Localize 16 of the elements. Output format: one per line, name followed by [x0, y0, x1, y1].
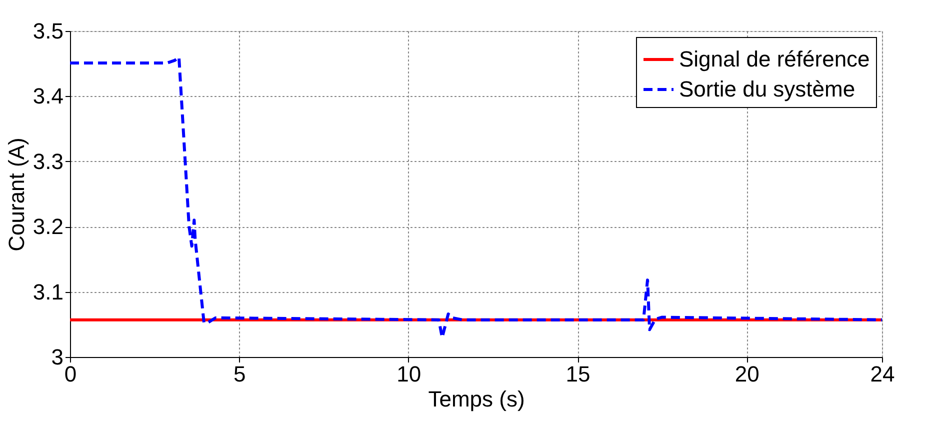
y-tick-label: 3	[51, 344, 64, 370]
x-axis-title: Temps (s)	[428, 386, 525, 412]
y-tick-label: 3.1	[32, 279, 64, 304]
y-tick-label: 3.5	[32, 18, 64, 44]
x-tick-label: 10	[396, 362, 422, 386]
y-tick-label: 3.4	[32, 84, 64, 109]
x-tick-label: 20	[734, 362, 760, 386]
legend-label: Signal de référence	[679, 46, 870, 72]
x-tick-label: 15	[566, 362, 590, 386]
legend-label: Sortie du système	[679, 76, 856, 102]
y-axis-title: Courant (A)	[4, 138, 29, 252]
x-tick-label: 24	[870, 362, 895, 386]
y-tick-label: 3.2	[32, 214, 64, 240]
y-tick-label: 3.3	[32, 148, 64, 174]
x-tick-label: 5	[234, 362, 246, 386]
x-tick-label: 0	[64, 362, 77, 386]
